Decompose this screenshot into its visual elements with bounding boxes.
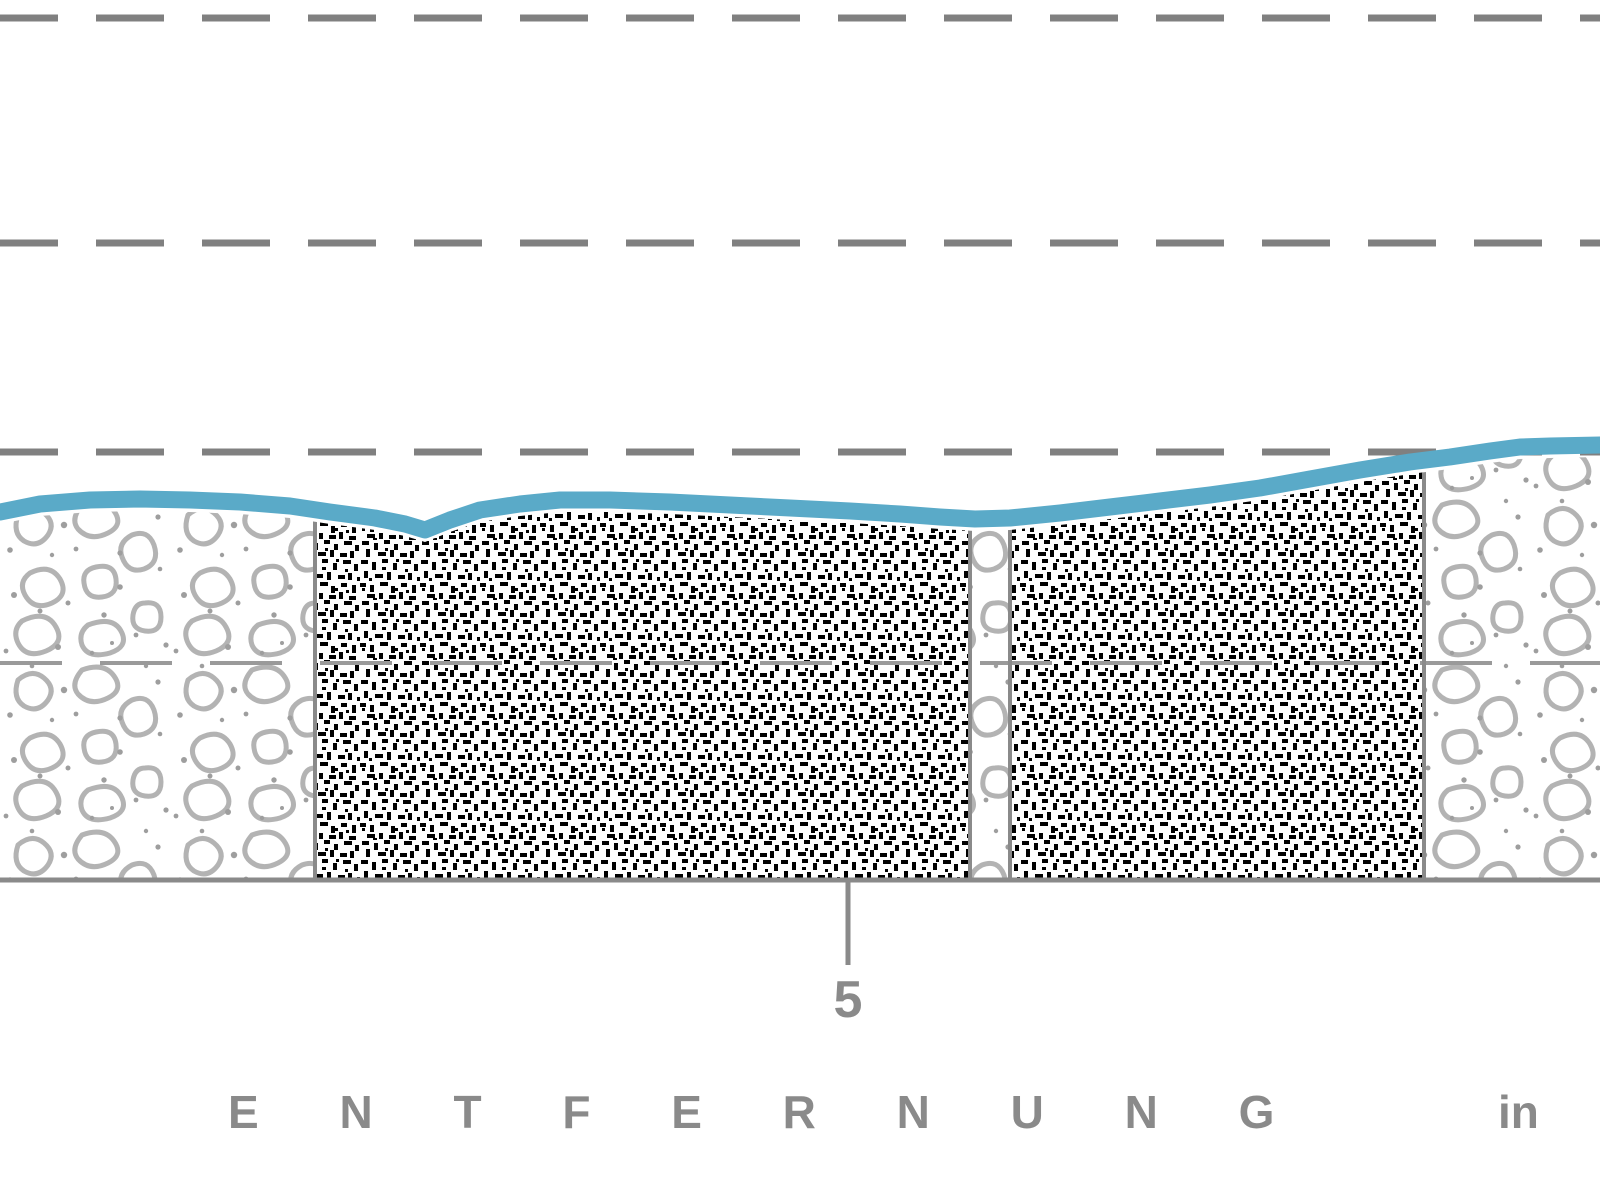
gridlines [0, 14, 1600, 456]
x-tick-label-5: 5 [833, 971, 863, 1029]
x-axis-title: E N T F E R N U N G [228, 1086, 1309, 1138]
unit-conglomerate-right [1424, 457, 1600, 880]
unit-conglomerate-left [0, 457, 315, 880]
water-table-line [0, 436, 1600, 539]
x-axis-title-unit: in [1498, 1086, 1539, 1138]
unit-speckle-2 [1010, 457, 1424, 880]
